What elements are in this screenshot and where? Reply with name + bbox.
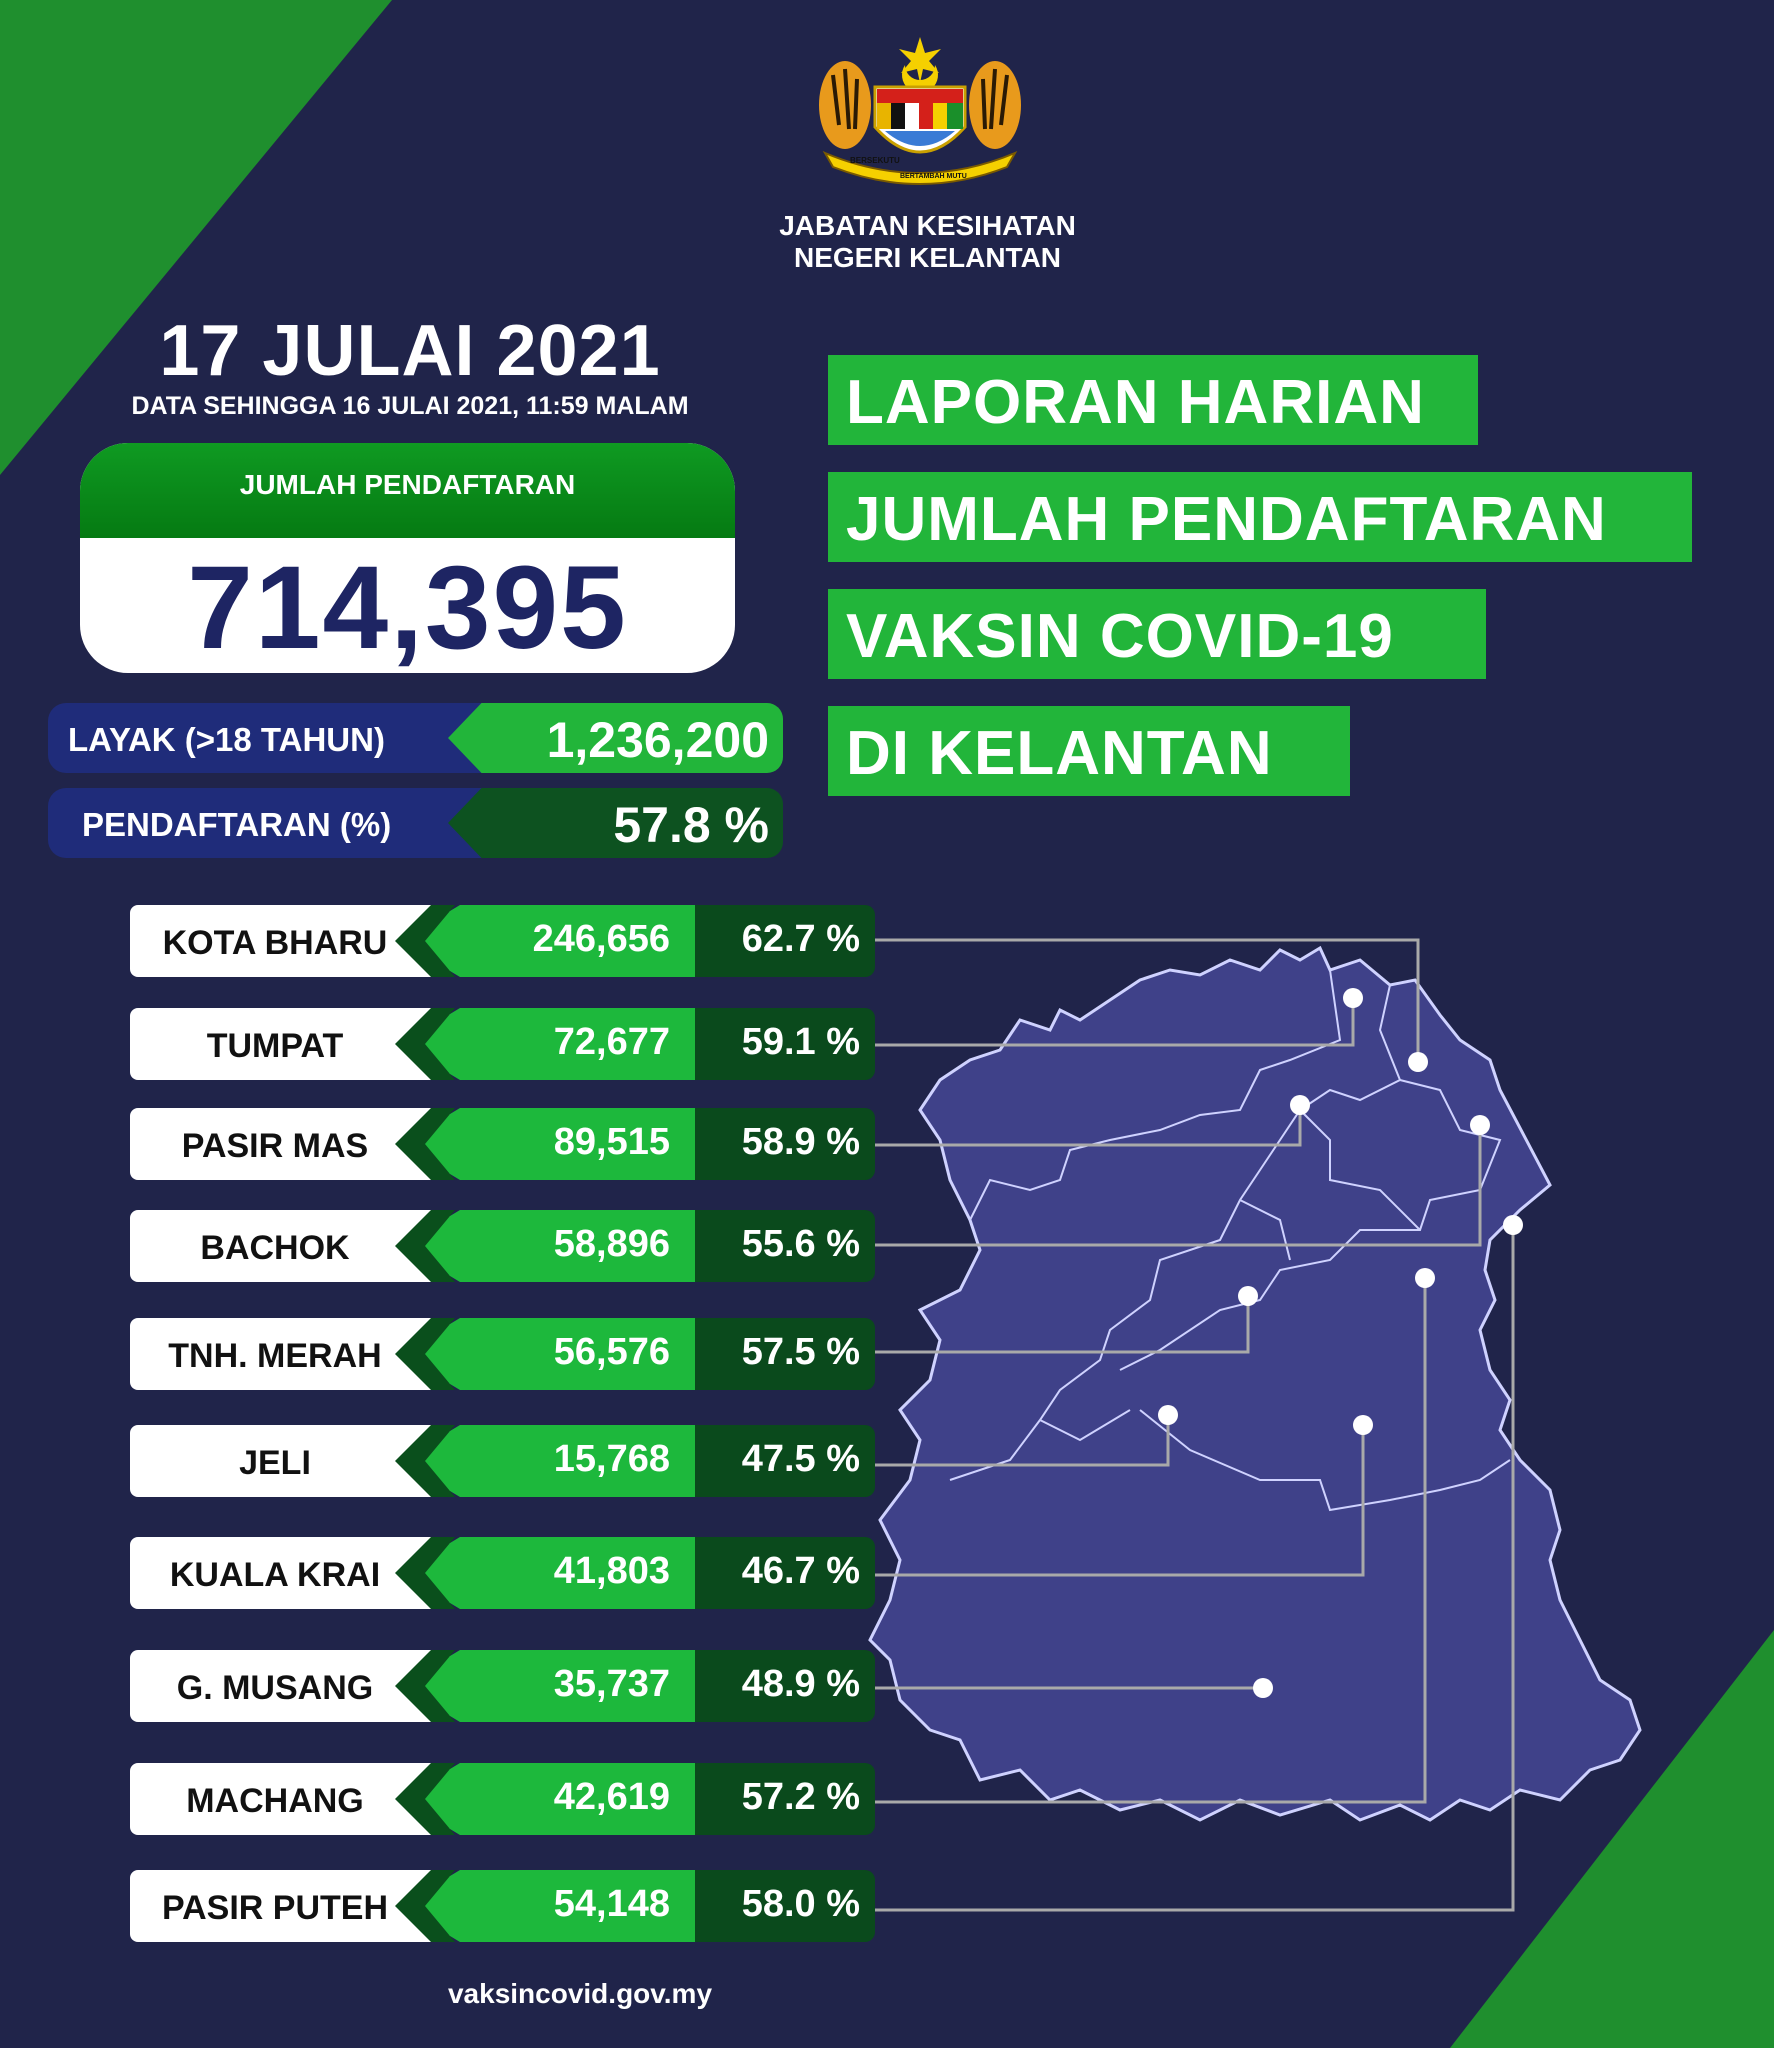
district-name: TNH. MERAH (168, 1337, 382, 1375)
eligible-label-box (48, 703, 488, 773)
district-name: KOTA BHARU (162, 924, 388, 962)
district-percent-box: 47.5 % (695, 1425, 875, 1497)
district-percent-box: 48.9 % (695, 1650, 875, 1722)
svg-text:BERTAMBAH MUTU: BERTAMBAH MUTU (900, 173, 967, 180)
total-registration-label: JUMLAH PENDAFTARAN (239, 469, 576, 500)
district-count-box (400, 1210, 700, 1282)
eligible-value-box (448, 703, 783, 773)
district-count-box (400, 1425, 700, 1497)
district-percent: 48.9 % (741, 1663, 860, 1705)
district-count-box (400, 1870, 700, 1942)
headline-line-1: LAPORAN HARIAN (828, 355, 1478, 445)
district-percent-box: 59.1 % (695, 1008, 875, 1080)
eligible-value: 1,236,200 (546, 712, 769, 768)
district-name: PASIR PUTEH (161, 1889, 389, 1927)
headline-line-3: VAKSIN COVID-19 (828, 589, 1486, 679)
district-percent: 46.7 % (741, 1550, 860, 1592)
district-percent: 59.1 % (741, 1021, 860, 1063)
district-name: G. MUSANG (176, 1669, 374, 1707)
district-percent-box: 57.5 % (695, 1318, 875, 1390)
district-count: 246,656 (532, 918, 670, 960)
malaysia-coat-of-arms-logo: BERSEKUTU BERTAMBAH MUTU (819, 37, 1021, 185)
district-count: 56,576 (553, 1331, 670, 1373)
district-row: TUMPAT 72,677 59.1 % (130, 1008, 875, 1080)
kelantan-district-map (868, 945, 1642, 1822)
bottom-right-green-triangle (1450, 1630, 1774, 2048)
district-percent-box: 46.7 % (695, 1537, 875, 1609)
eligible-population-row: LAYAK (>18 TAHUN) 1,236,200 (48, 703, 783, 773)
district-count: 41,803 (553, 1550, 670, 1592)
district-count-box (400, 1650, 700, 1722)
district-percent: 57.2 % (741, 1776, 860, 1818)
registration-percent-value: 57.8 % (613, 797, 769, 853)
district-count-box (400, 1318, 700, 1390)
district-percent-box: 55.6 % (695, 1210, 875, 1282)
district-percent-box: 62.7 % (695, 905, 875, 977)
district-count: 58,896 (553, 1223, 670, 1265)
district-percent: 55.6 % (741, 1223, 860, 1265)
report-date: 17 JULAI 2021 (159, 311, 661, 391)
district-percent: 58.0 % (741, 1883, 860, 1925)
registration-percent-label-box (48, 788, 488, 858)
headline-text-2: JUMLAH PENDAFTARAN (846, 485, 1607, 554)
district-row: PASIR MAS 89,515 58.9 % (130, 1108, 875, 1180)
svg-text:BERSEKUTU: BERSEKUTU (850, 156, 900, 165)
eligible-label: LAYAK (>18 TAHUN) (68, 721, 385, 758)
district-percent-box: 57.2 % (695, 1763, 875, 1835)
district-count-box (400, 1537, 700, 1609)
district-percent-box: 58.9 % (695, 1108, 875, 1180)
district-row: G. MUSANG 35,737 48.9 % (130, 1650, 875, 1722)
registration-percent-value-box (448, 788, 783, 858)
district-row: TNH. MERAH 56,576 57.5 % (130, 1318, 875, 1390)
total-registration-header (80, 443, 735, 538)
district-count: 72,677 (553, 1021, 670, 1063)
district-name: KUALA KRAI (169, 1556, 381, 1594)
headline-text-4: DI KELANTAN (846, 719, 1273, 788)
headline-text-1: LAPORAN HARIAN (846, 368, 1425, 437)
registration-percent-row: PENDAFTARAN (%) 57.8 % (48, 788, 783, 858)
district-count-box (400, 1763, 700, 1835)
district-count: 54,148 (553, 1883, 670, 1925)
data-cutoff-note: DATA SEHINGGA 16 JULAI 2021, 11:59 MALAM (131, 392, 689, 420)
district-name: MACHANG (186, 1782, 364, 1820)
district-percent: 62.7 % (741, 918, 860, 960)
district-row: KOTA BHARU 246,656 62.7 % (130, 905, 875, 977)
district-name: TUMPAT (206, 1027, 344, 1065)
district-count: 15,768 (553, 1438, 670, 1480)
district-count: 89,515 (553, 1121, 670, 1163)
district-row: MACHANG 42,619 57.2 % (130, 1763, 875, 1835)
total-registration-card: JUMLAH PENDAFTARAN 714,395 (80, 443, 735, 673)
district-count: 42,619 (553, 1776, 670, 1818)
org-name-line2: NEGERI KELANTAN (793, 242, 1062, 273)
footer-website: vaksincovid.gov.my (447, 1978, 713, 2009)
headline-line-2: JUMLAH PENDAFTARAN (828, 472, 1692, 562)
headline-text-3: VAKSIN COVID-19 (846, 602, 1394, 671)
district-percent: 47.5 % (741, 1438, 860, 1480)
district-count-box (400, 1008, 700, 1080)
total-registration-value: 714,395 (187, 542, 628, 673)
district-name: BACHOK (200, 1229, 350, 1267)
district-name: PASIR MAS (181, 1127, 369, 1165)
district-row: JELI 15,768 47.5 % (130, 1425, 875, 1497)
district-count-box (400, 905, 700, 977)
org-name-line1: JABATAN KESIHATAN (779, 210, 1076, 241)
district-name: JELI (239, 1444, 311, 1482)
headline-line-4: DI KELANTAN (828, 706, 1350, 796)
district-percent: 57.5 % (741, 1331, 860, 1373)
district-row: KUALA KRAI 41,803 46.7 % (130, 1537, 875, 1609)
district-count: 35,737 (553, 1663, 670, 1705)
district-row: PASIR PUTEH 54,148 58.0 % (130, 1870, 875, 1942)
district-percent-box: 58.0 % (695, 1870, 875, 1942)
registration-percent-label: PENDAFTARAN (%) (82, 806, 392, 843)
district-row: BACHOK 58,896 55.6 % (130, 1210, 875, 1282)
top-left-green-triangle (0, 0, 392, 475)
district-count-box (400, 1108, 700, 1180)
district-percent: 58.9 % (741, 1121, 860, 1163)
